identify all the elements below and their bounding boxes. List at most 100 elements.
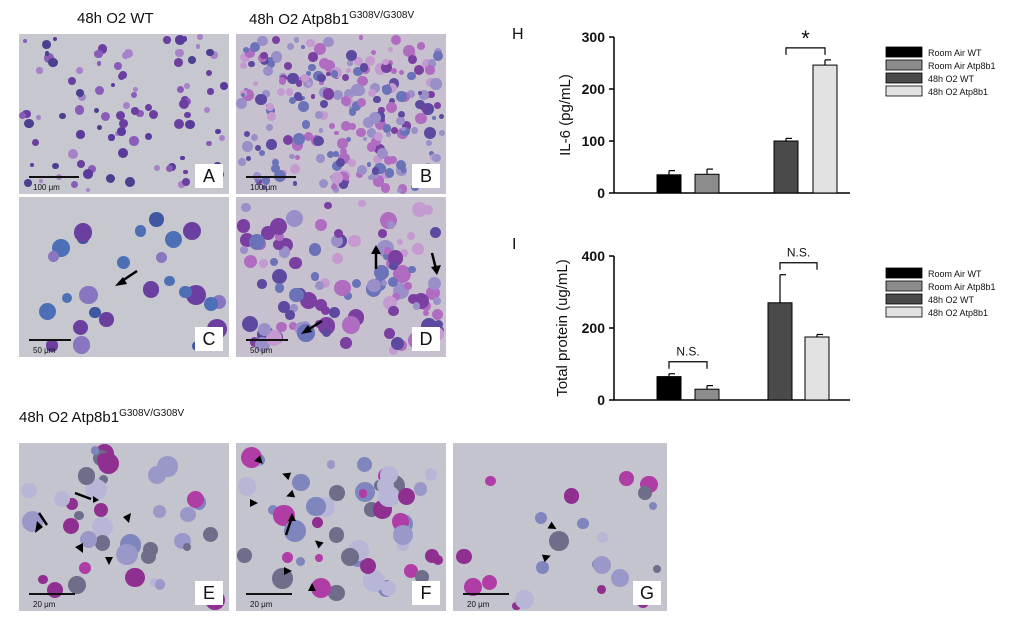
cell <box>203 106 210 113</box>
cell <box>313 43 326 56</box>
cell <box>354 85 366 97</box>
chart-panel-letter: H <box>512 26 524 43</box>
cell <box>239 62 247 70</box>
cell <box>53 491 71 508</box>
cell <box>266 139 277 150</box>
y-tick-label: 400 <box>582 248 606 264</box>
cell <box>323 201 332 210</box>
cell <box>251 134 259 142</box>
cell <box>648 502 657 510</box>
scale-label: 100 μm <box>250 183 277 192</box>
cell <box>76 130 85 139</box>
cell <box>348 122 356 130</box>
cell <box>311 517 323 529</box>
cell <box>89 306 101 319</box>
cell <box>74 510 84 521</box>
cell <box>236 219 251 234</box>
cell <box>428 276 442 291</box>
cell <box>369 112 381 125</box>
cell <box>294 37 300 43</box>
cell <box>381 85 392 96</box>
cell <box>456 548 472 565</box>
cell <box>337 138 348 149</box>
cell <box>240 446 262 468</box>
micrograph-panel-c: 50 μm C <box>19 197 229 357</box>
cell <box>266 111 276 121</box>
cell <box>22 110 31 119</box>
cell <box>249 233 265 250</box>
y-tick-label: 200 <box>582 320 606 336</box>
cell <box>342 74 350 82</box>
cell <box>535 560 550 575</box>
cell <box>295 80 303 87</box>
cell <box>95 85 105 96</box>
cell <box>383 252 391 260</box>
cell <box>422 103 434 115</box>
cell <box>341 95 352 106</box>
cell <box>66 498 79 511</box>
cell <box>393 264 412 283</box>
cell <box>289 287 304 303</box>
cell <box>485 475 496 487</box>
panel-letter-g: G <box>633 581 661 605</box>
cell <box>257 35 268 47</box>
cell <box>638 486 653 501</box>
cell <box>429 226 441 238</box>
cell <box>349 105 354 110</box>
cell <box>326 71 331 77</box>
cell <box>215 128 222 135</box>
cell <box>279 246 291 258</box>
cell <box>207 88 214 95</box>
cell <box>328 306 341 319</box>
cell <box>184 82 190 89</box>
cell <box>23 39 28 44</box>
cell <box>295 556 306 566</box>
cell <box>388 305 399 317</box>
cell <box>42 40 52 49</box>
bar <box>656 174 682 194</box>
cell <box>125 567 145 588</box>
cell <box>363 117 375 129</box>
cell <box>563 488 580 504</box>
y-axis-label: Total protein (ug/mL) <box>554 259 571 397</box>
cell <box>419 89 429 100</box>
cell <box>282 551 294 563</box>
micrograph-panel-f: 20 μm F <box>236 443 446 611</box>
cell <box>195 44 201 49</box>
cell <box>346 49 358 61</box>
cell <box>652 564 661 573</box>
micrograph-panel-g: 20 μm G <box>453 443 667 611</box>
cell <box>373 154 383 164</box>
cell <box>181 35 188 42</box>
cell <box>373 264 390 281</box>
cell <box>210 51 218 59</box>
cell <box>83 169 93 180</box>
cell <box>306 78 311 83</box>
scale-bar <box>29 176 79 178</box>
cell <box>321 327 332 337</box>
cell <box>285 210 303 227</box>
cell <box>73 319 89 335</box>
cell <box>439 130 446 137</box>
cell <box>118 71 127 80</box>
cell <box>334 228 344 238</box>
column-title-mutant-text: 48h O2 Atp8b1 <box>249 11 350 28</box>
cell <box>396 116 405 126</box>
cell <box>301 74 310 82</box>
cell <box>365 56 376 67</box>
cell <box>328 584 345 602</box>
cell <box>430 78 442 90</box>
cell <box>179 98 190 109</box>
cell <box>412 302 421 310</box>
cell <box>288 153 295 160</box>
cell <box>392 292 401 301</box>
cell <box>390 126 398 134</box>
cell <box>106 173 116 184</box>
legend-label: Room Air Atp8b1 <box>928 61 996 71</box>
significance-bracket <box>785 47 826 55</box>
cell <box>289 256 302 270</box>
cell <box>348 159 356 167</box>
cell <box>90 446 100 456</box>
cell <box>78 285 98 305</box>
cell <box>289 163 300 174</box>
